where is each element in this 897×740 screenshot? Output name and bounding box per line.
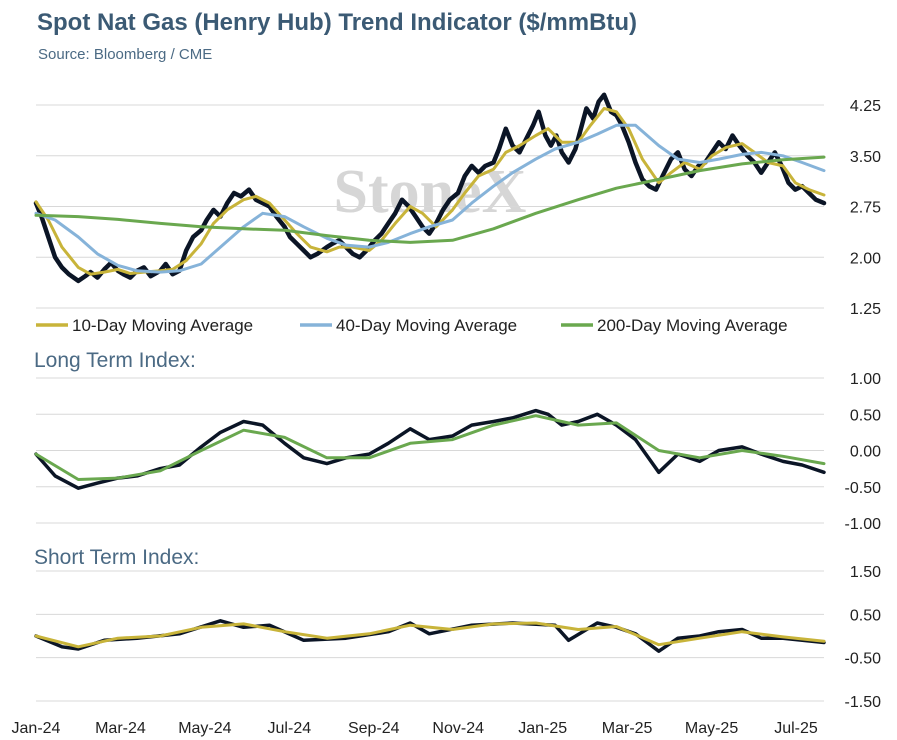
y-tick-label: 3.50	[850, 149, 881, 166]
chart-title: Spot Nat Gas (Henry Hub) Trend Indicator…	[37, 9, 638, 36]
y-tick-label: 0.50	[850, 407, 881, 424]
y-tick-label: -0.50	[845, 480, 882, 497]
y-tick-label: 4.25	[850, 98, 881, 115]
x-tick-label: Sep-24	[348, 720, 400, 737]
series-line-ma200	[34, 155, 826, 244]
y-tick-label: 0.00	[850, 444, 881, 461]
x-tick-label: Jan-25	[518, 720, 567, 737]
legend-label-ma10: 10-Day Moving Average	[72, 316, 253, 335]
y-tick-label: 0.50	[850, 607, 881, 624]
y-tick-label: -0.50	[845, 651, 882, 668]
x-tick-label: Jul-24	[268, 720, 312, 737]
y-tick-label: 1.00	[850, 371, 881, 388]
y-tick-label: 1.50	[850, 564, 881, 581]
legend-label-ma200: 200-Day Moving Average	[597, 316, 788, 335]
short-term-panel-title: Short Term Index:	[34, 546, 199, 569]
legend: 10-Day Moving Average 40-Day Moving Avera…	[36, 316, 788, 335]
y-tick-label: 1.25	[850, 301, 881, 318]
series-line-long-term-signal	[34, 414, 826, 481]
series-line-long-term-index	[34, 408, 826, 490]
y-tick-label: 2.75	[850, 200, 881, 217]
x-tick-label: Jan-24	[12, 720, 61, 737]
x-tick-label: Mar-25	[602, 720, 653, 737]
chart-source: Source: Bloomberg / CME	[38, 46, 213, 63]
long-term-panel-title: Long Term Index:	[34, 349, 196, 372]
x-tick-label: Mar-24	[95, 720, 146, 737]
x-tick-label: May-24	[178, 720, 231, 737]
series-line-ma40	[34, 123, 826, 274]
x-tick-label: Jul-25	[774, 720, 818, 737]
x-tick-label: May-25	[685, 720, 738, 737]
y-tick-label: -1.00	[845, 516, 882, 533]
series-line-short-term-signal	[34, 621, 826, 649]
y-tick-label: 2.00	[850, 250, 881, 267]
watermark: StoneX	[334, 158, 527, 226]
x-tick-label: Nov-24	[432, 720, 484, 737]
legend-label-ma40: 40-Day Moving Average	[336, 316, 517, 335]
y-tick-label: -1.50	[845, 694, 882, 711]
series-line-ma10	[34, 106, 826, 276]
